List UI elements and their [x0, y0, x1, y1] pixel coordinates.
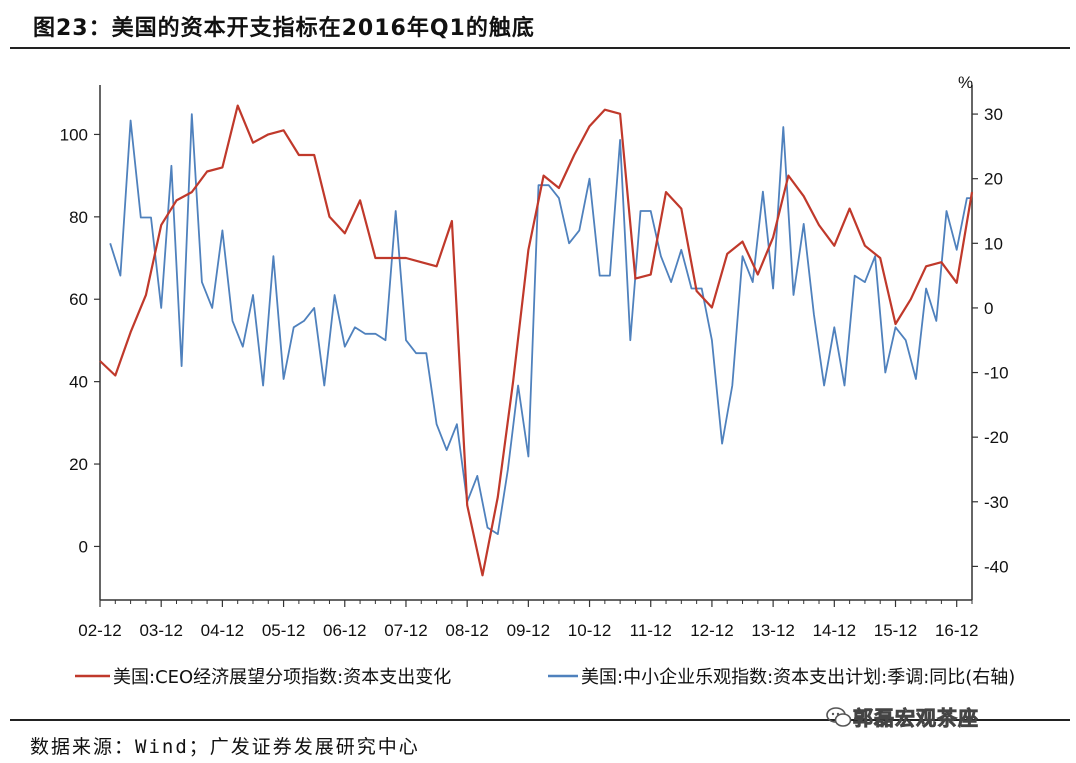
wechat-icon	[826, 707, 852, 727]
axes: 0 20 40 60 80 100 -40 -30 -20 -10 0 10 20 30% 02-12 03-…	[60, 73, 1009, 640]
x-tick-label: 02-12	[78, 621, 121, 640]
legend-label: 美国:CEO经济展望分项指数:资本支出变化	[113, 667, 451, 688]
x-tick-label: 13-12	[751, 621, 794, 640]
x-tick-label: 10-12	[568, 621, 611, 640]
left-tick-label: 100	[60, 125, 88, 144]
x-tick-label: 06-12	[323, 621, 366, 640]
watermark: 郭磊宏观茶座	[853, 706, 979, 731]
left-tick-label: 20	[69, 455, 88, 474]
chart-title: 图23：美国的资本开支指标在2016年Q1的触底	[33, 16, 535, 41]
footer-divider	[10, 719, 1070, 721]
legend-label: 美国:中小企业乐观指数:资本支出计划:季调:同比(右轴)	[581, 667, 1015, 688]
left-tick-label: 40	[69, 373, 88, 392]
right-tick-label: 30	[984, 105, 1003, 124]
x-tick-label: 12-12	[690, 621, 733, 640]
series-line-smallbiz-capex	[109, 113, 972, 535]
right-tick-label: -30	[984, 493, 1009, 512]
x-tick-label: 16-12	[935, 621, 978, 640]
right-tick-label: 20	[984, 170, 1003, 189]
right-tick-label: -10	[984, 364, 1009, 383]
right-tick-label: -40	[984, 557, 1009, 576]
right-tick-label: -20	[984, 428, 1009, 447]
right-tick-label: 10	[984, 234, 1003, 253]
x-tick-label: 09-12	[507, 621, 550, 640]
left-tick-label: 0	[79, 537, 88, 556]
series-line-ceo-capex	[99, 104, 974, 577]
right-tick-label: 0	[984, 299, 993, 318]
right-axis-unit: %	[958, 73, 973, 92]
x-tick-label: 08-12	[445, 621, 488, 640]
title-divider	[10, 47, 1070, 49]
line-chart: 0 20 40 60 80 100 -40 -30 -20 -10 0 10 20 30% 02-12 03-…	[60, 73, 1016, 688]
x-tick-label: 11-12	[630, 621, 672, 640]
left-tick-label: 80	[69, 208, 88, 227]
x-tick-label: 15-12	[874, 621, 917, 640]
x-tick-label: 14-12	[813, 621, 856, 640]
legend: 美国:CEO经济展望分项指数:资本支出变化 美国:中小企业乐观指数:资本支出计划:…	[75, 667, 1015, 688]
x-tick-label: 07-12	[384, 621, 427, 640]
x-tick-label: 05-12	[262, 621, 305, 640]
left-tick-label: 60	[69, 290, 88, 309]
source-note: 数据来源：Wind；广发证券发展研究中心	[30, 736, 420, 758]
x-tick-label: 04-12	[201, 621, 244, 640]
x-tick-label: 03-12	[139, 621, 182, 640]
series-layer	[99, 104, 974, 577]
